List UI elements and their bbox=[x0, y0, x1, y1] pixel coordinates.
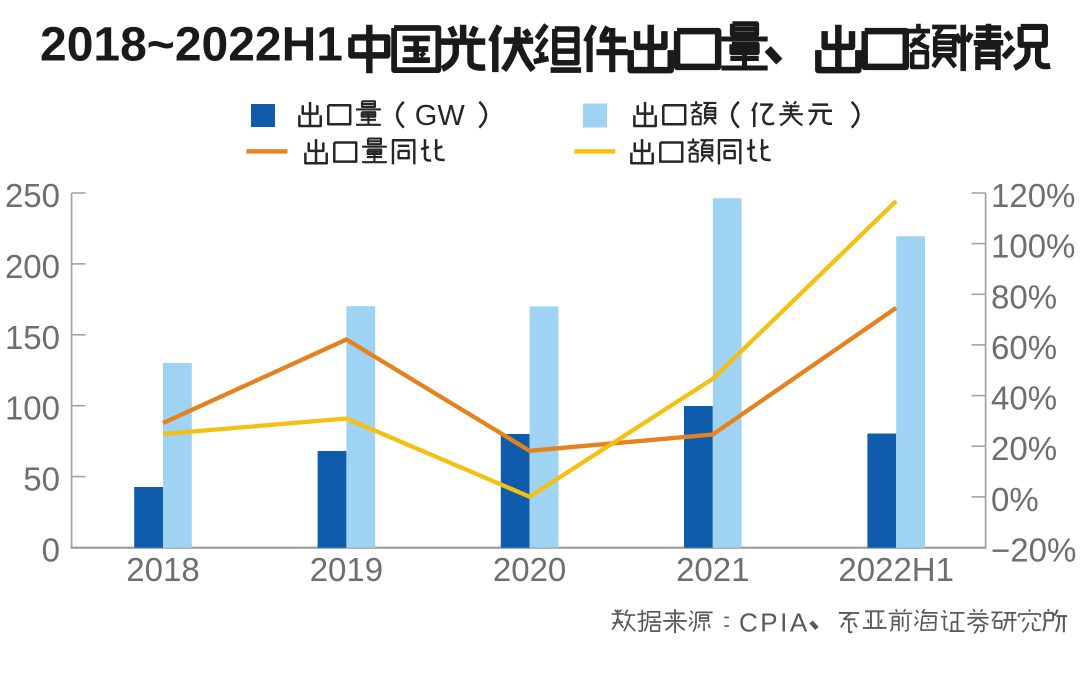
svg-text:120%: 120% bbox=[991, 177, 1075, 214]
svg-text:0: 0 bbox=[42, 532, 60, 569]
svg-text:40%: 40% bbox=[991, 380, 1057, 417]
svg-text:GW: GW bbox=[415, 100, 466, 132]
svg-text:2020: 2020 bbox=[493, 551, 566, 588]
svg-text:80%: 80% bbox=[991, 278, 1057, 315]
svg-text:50: 50 bbox=[23, 461, 60, 498]
svg-text:100%: 100% bbox=[991, 228, 1075, 265]
svg-text:100: 100 bbox=[5, 390, 60, 427]
svg-text:200: 200 bbox=[5, 248, 60, 285]
svg-text:60%: 60% bbox=[991, 329, 1057, 366]
svg-text:2018~2022H1: 2018~2022H1 bbox=[40, 19, 343, 72]
svg-text:2021: 2021 bbox=[676, 551, 749, 588]
svg-text:20%: 20% bbox=[991, 430, 1057, 467]
svg-text:2022H1: 2022H1 bbox=[838, 551, 954, 588]
svg-text:2018: 2018 bbox=[126, 551, 199, 588]
svg-text:250: 250 bbox=[5, 177, 60, 214]
svg-text:2019: 2019 bbox=[310, 551, 383, 588]
svg-text:0%: 0% bbox=[991, 481, 1039, 518]
svg-text:−20%: −20% bbox=[991, 532, 1076, 569]
svg-text:CPIA: CPIA bbox=[739, 608, 810, 638]
svg-text:150: 150 bbox=[5, 319, 60, 356]
